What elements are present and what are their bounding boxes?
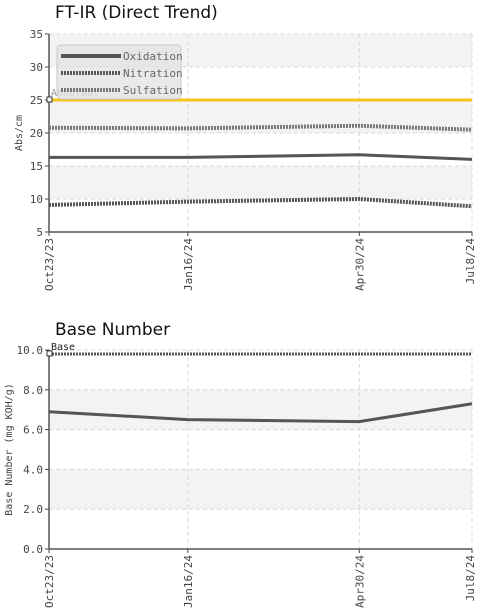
legend-label: Oxidation	[123, 50, 183, 63]
y-tick-label: 4.0	[23, 463, 43, 476]
ftir-chart: 5 10 15 20 25 30 35 Oct23/23 Jan16/24 Apr30/24 Jul…	[14, 28, 477, 291]
y-axis-label: Base Number (mg KOH/g)	[4, 383, 15, 515]
threshold-label: Base	[51, 342, 75, 353]
x-tick-label: Oct23/23	[43, 238, 56, 291]
y-tick-label: 10.0	[17, 344, 44, 357]
y-tick-label: 5	[36, 226, 43, 239]
y-tick-label: 20	[30, 127, 43, 140]
legend-label: Nitration	[123, 67, 183, 80]
y-tick-label: 0.0	[23, 543, 43, 556]
series-line-nitration	[48, 196, 473, 209]
plot-band	[49, 166, 472, 199]
x-tick-label: Apr30/24	[353, 238, 366, 291]
series-line-sulfation	[48, 123, 473, 132]
x-tick-label: Oct23/23	[43, 555, 56, 608]
y-tick-label: 35	[30, 28, 43, 41]
x-tick-label: Jul8/24	[464, 238, 477, 285]
y-tick-label: 15	[30, 160, 43, 173]
x-tick-label: Jan16/24	[182, 238, 195, 291]
chart-title-base-number: Base Number	[55, 320, 171, 340]
y-tick-label: 30	[30, 61, 43, 74]
threshold-marker	[46, 350, 53, 357]
y-tick-label: 2.0	[23, 503, 43, 516]
threshold-marker	[46, 96, 53, 103]
y-tick-label: 10	[30, 193, 43, 206]
base-number-chart: 0.0 2.0 4.0 6.0 8.0 10.0 Oct23/23 Jan16/24 Apr30…	[4, 342, 477, 608]
x-tick-label: Apr30/24	[353, 555, 366, 608]
legend-label: Sulfation	[123, 84, 183, 97]
plot-band	[49, 389, 472, 430]
series-line-base-number	[48, 402, 473, 424]
plot-band	[49, 469, 472, 510]
x-tick-label: Jul8/24	[464, 555, 477, 602]
x-tick-label: Jan16/24	[182, 555, 195, 608]
y-axis-label: Abs/cm	[14, 115, 25, 151]
y-tick-label: 6.0	[23, 424, 43, 437]
series-line-oxidation	[49, 153, 473, 161]
chart-title-ftir: FT-IR (Direct Trend)	[55, 3, 218, 23]
y-tick-label: 25	[30, 94, 43, 107]
y-tick-label: 8.0	[23, 384, 43, 397]
